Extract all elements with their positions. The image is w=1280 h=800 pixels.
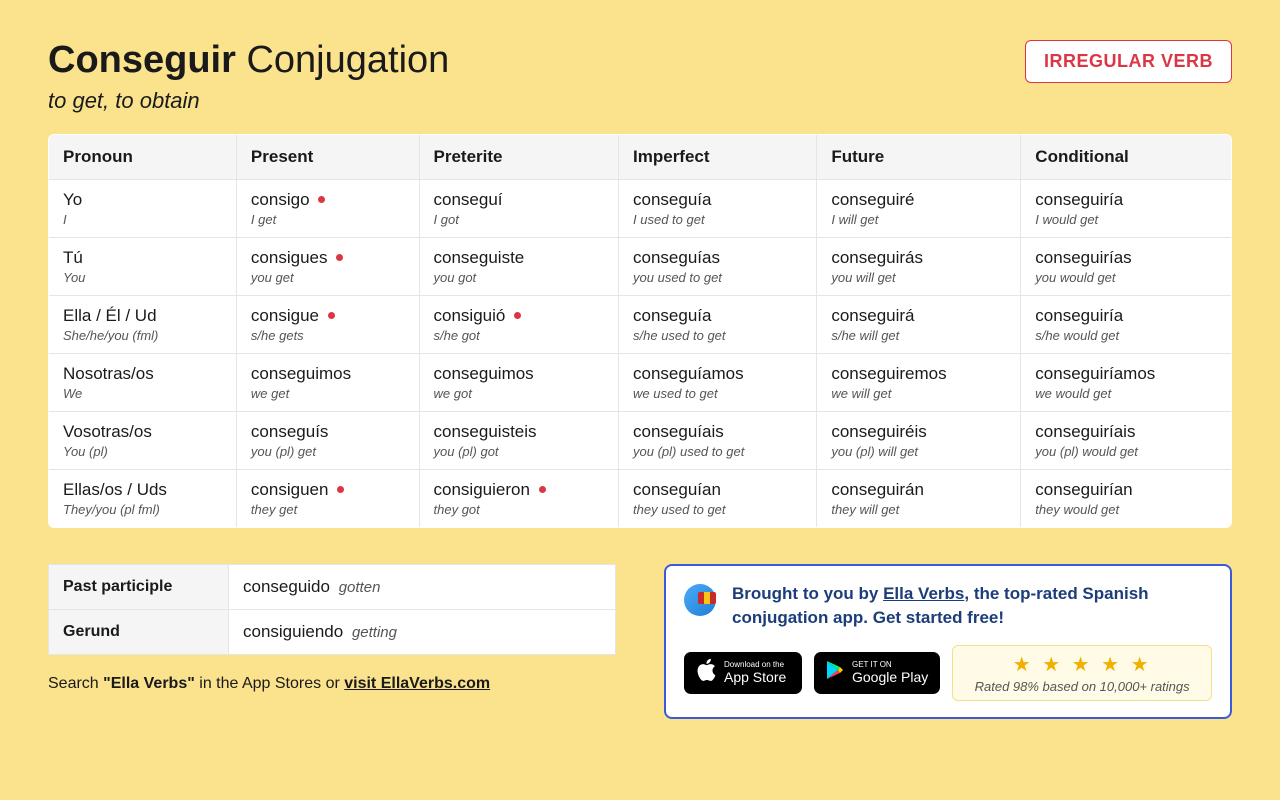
- conjugation-cell: conseguiríamos we would get: [1021, 353, 1232, 411]
- pronoun-cell: YoI: [49, 179, 237, 237]
- conjugation-cell: conseguía s/he used to get: [619, 295, 817, 353]
- conjugation-cell: consigue s/he gets: [236, 295, 419, 353]
- column-header-conditional: Conditional: [1021, 134, 1232, 179]
- column-header-preterite: Preterite: [419, 134, 619, 179]
- conjugation-cell: conseguiré I will get: [817, 179, 1021, 237]
- app-icon: [684, 582, 720, 618]
- conjugation-cell: conseguirían they would get: [1021, 469, 1232, 527]
- conjugation-cell: conseguiría s/he would get: [1021, 295, 1232, 353]
- table-row: TúYouconsigues you getconseguiste you go…: [49, 237, 1232, 295]
- table-row: Vosotras/osYou (pl)conseguís you (pl) ge…: [49, 411, 1232, 469]
- irregular-dot-icon: [539, 486, 546, 493]
- conjugation-cell: conseguíais you (pl) used to get: [619, 411, 817, 469]
- conjugation-cell: consigues you get: [236, 237, 419, 295]
- promo-text: Brought to you by Ella Verbs, the top-ra…: [732, 582, 1212, 631]
- column-header-imperfect: Imperfect: [619, 134, 817, 179]
- conjugation-cell: conseguiremos we will get: [817, 353, 1021, 411]
- irregular-dot-icon: [328, 312, 335, 319]
- ella-verbs-link[interactable]: Ella Verbs: [883, 584, 964, 603]
- forms-table: Past participle conseguido gotten Gerund…: [48, 564, 616, 655]
- conjugation-cell: conseguirá s/he will get: [817, 295, 1021, 353]
- conjugation-cell: conseguíamos we used to get: [619, 353, 817, 411]
- pronoun-cell: Nosotras/osWe: [49, 353, 237, 411]
- conjugation-cell: consigo I get: [236, 179, 419, 237]
- conjugation-cell: conseguís you (pl) get: [236, 411, 419, 469]
- irregular-dot-icon: [337, 486, 344, 493]
- promo-box: Brought to you by Ella Verbs, the top-ra…: [664, 564, 1232, 719]
- table-row: Nosotras/osWeconseguimos we getconseguim…: [49, 353, 1232, 411]
- irregular-dot-icon: [336, 254, 343, 261]
- conjugation-cell: consiguen they get: [236, 469, 419, 527]
- irregular-dot-icon: [318, 196, 325, 203]
- conjugation-cell: conseguiréis you (pl) will get: [817, 411, 1021, 469]
- conjugation-cell: conseguirás you will get: [817, 237, 1021, 295]
- search-note: Search "Ella Verbs" in the App Stores or…: [48, 675, 616, 693]
- past-participle-label: Past participle: [49, 564, 229, 609]
- conjugation-cell: conseguirías you would get: [1021, 237, 1232, 295]
- gerund-label: Gerund: [49, 609, 229, 654]
- table-row: Ella / Él / UdShe/he/you (fml)consigue s…: [49, 295, 1232, 353]
- gerund-value: consiguiendo getting: [229, 609, 616, 654]
- rating-box: ★ ★ ★ ★ ★ Rated 98% based on 10,000+ rat…: [952, 645, 1212, 701]
- google-play-button[interactable]: GET IT ON Google Play: [814, 652, 940, 694]
- star-icons: ★ ★ ★ ★ ★: [963, 652, 1201, 677]
- conjugation-cell: conseguí I got: [419, 179, 619, 237]
- pronoun-cell: Ella / Él / UdShe/he/you (fml): [49, 295, 237, 353]
- conjugation-cell: conseguimos we got: [419, 353, 619, 411]
- past-participle-value: conseguido gotten: [229, 564, 616, 609]
- app-store-button[interactable]: Download on the App Store: [684, 652, 802, 694]
- table-row: Ellas/os / UdsThey/you (pl fml)consiguen…: [49, 469, 1232, 527]
- table-row: YoIconsigo I getconseguí I gotconseguía …: [49, 179, 1232, 237]
- conjugation-cell: conseguirán they will get: [817, 469, 1021, 527]
- conjugation-cell: conseguías you used to get: [619, 237, 817, 295]
- google-play-icon: [826, 660, 844, 686]
- page-title: Conseguir Conjugation: [48, 40, 449, 82]
- ellaverbs-link[interactable]: visit EllaVerbs.com: [344, 675, 490, 692]
- column-header-present: Present: [236, 134, 419, 179]
- title-suffix: Conjugation: [246, 39, 449, 81]
- conjugation-cell: conseguiste you got: [419, 237, 619, 295]
- pronoun-cell: TúYou: [49, 237, 237, 295]
- verb-translation: to get, to obtain: [48, 88, 449, 114]
- conjugation-cell: conseguiría I would get: [1021, 179, 1232, 237]
- verb-name: Conseguir: [48, 39, 236, 81]
- column-header-future: Future: [817, 134, 1021, 179]
- pronoun-cell: Vosotras/osYou (pl): [49, 411, 237, 469]
- pronoun-cell: Ellas/os / UdsThey/you (pl fml): [49, 469, 237, 527]
- column-header-pronoun: Pronoun: [49, 134, 237, 179]
- conjugation-cell: consiguió s/he got: [419, 295, 619, 353]
- conjugation-cell: conseguía I used to get: [619, 179, 817, 237]
- conjugation-cell: conseguiríais you (pl) would get: [1021, 411, 1232, 469]
- apple-icon: [696, 658, 716, 688]
- irregular-badge: IRREGULAR VERB: [1025, 40, 1232, 83]
- conjugation-cell: consiguieron they got: [419, 469, 619, 527]
- conjugation-cell: conseguían they used to get: [619, 469, 817, 527]
- conjugation-cell: conseguimos we get: [236, 353, 419, 411]
- irregular-dot-icon: [514, 312, 521, 319]
- conjugation-table: PronounPresentPreteriteImperfectFutureCo…: [48, 134, 1232, 528]
- conjugation-cell: conseguisteis you (pl) got: [419, 411, 619, 469]
